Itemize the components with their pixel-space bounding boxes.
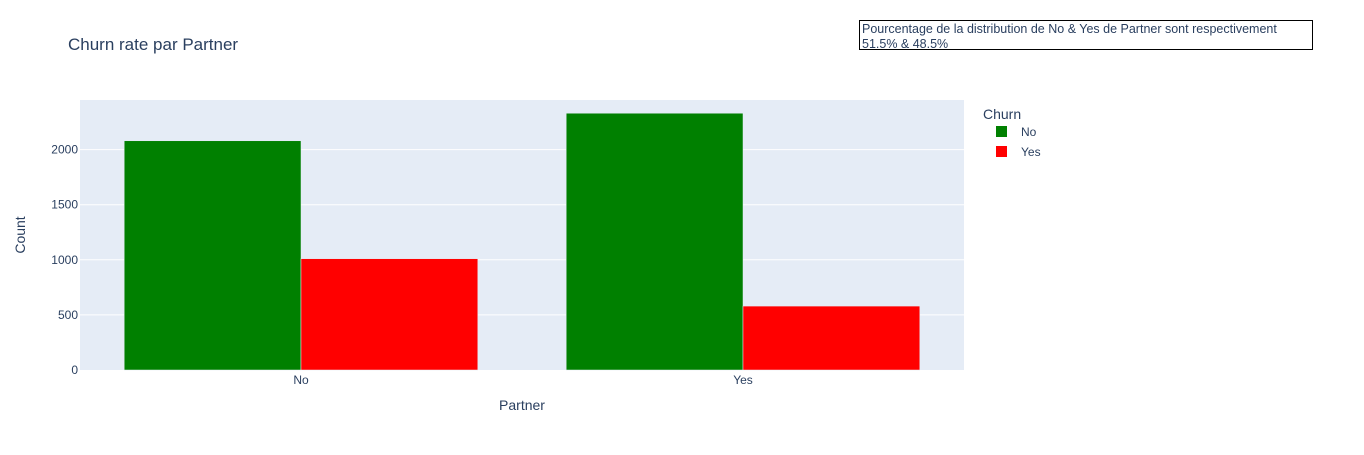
annotation-line-2: 51.5% & 48.5% <box>862 37 949 50</box>
legend-swatch <box>996 126 1007 137</box>
legend-label: Yes <box>1021 145 1041 159</box>
x-tick-labels: No Yes <box>293 373 752 387</box>
legend-item-yes[interactable]: Yes <box>996 145 1041 159</box>
y-tick-label: 1000 <box>51 253 78 267</box>
y-tick-label: 500 <box>58 308 78 322</box>
y-axis-title: Count <box>12 216 28 253</box>
annotation-box: Pourcentage de la distribution de No & Y… <box>859 20 1313 50</box>
bar-no-churn-no[interactable] <box>123 140 302 371</box>
y-tick-label: 0 <box>71 363 78 377</box>
legend-label: No <box>1021 125 1037 139</box>
x-tick-label: No <box>293 373 309 387</box>
y-tick-label: 1500 <box>51 198 78 212</box>
bar-yes-churn-no[interactable] <box>565 112 744 371</box>
legend-swatch <box>996 146 1007 157</box>
legend[interactable]: Churn No Yes <box>983 106 1041 159</box>
bar-yes-churn-yes[interactable] <box>742 305 921 371</box>
legend-item-no[interactable]: No <box>996 125 1037 139</box>
y-tick-label: 2000 <box>51 143 78 157</box>
annotation-line-1: Pourcentage de la distribution de No & Y… <box>862 22 1277 36</box>
x-tick-label: Yes <box>733 373 753 387</box>
bars <box>123 112 921 371</box>
x-axis-title: Partner <box>499 397 545 413</box>
bar-no-churn-yes[interactable] <box>300 258 479 371</box>
chart-title: Churn rate par Partner <box>68 35 238 54</box>
y-tick-labels: 0 500 1000 1500 2000 <box>51 143 78 377</box>
legend-title: Churn <box>983 106 1021 122</box>
